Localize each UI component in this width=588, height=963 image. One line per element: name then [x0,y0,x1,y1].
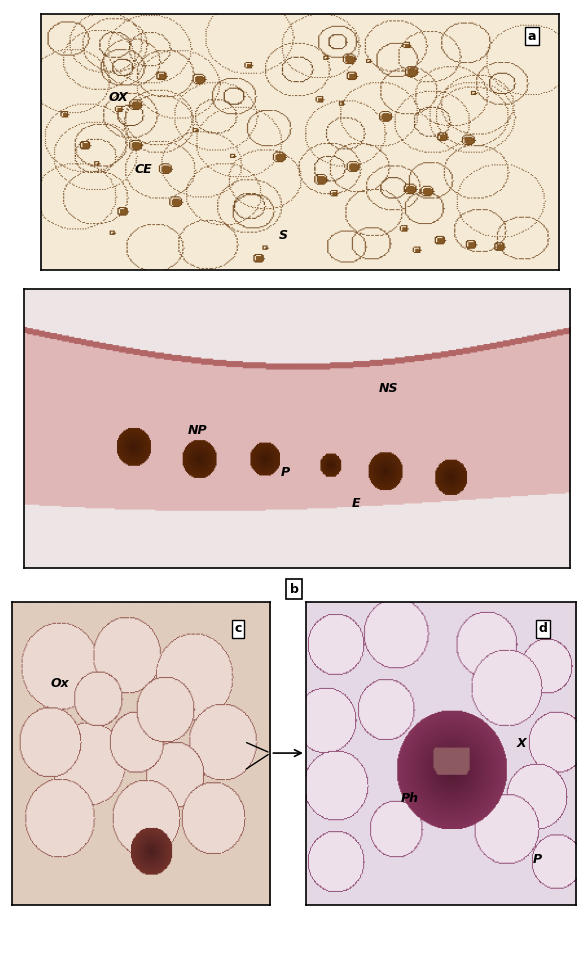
Text: OX: OX [108,91,128,104]
Text: P: P [533,853,542,866]
Text: X: X [517,738,526,750]
Text: a: a [527,30,536,43]
Text: d: d [539,622,547,636]
Text: Ox: Ox [51,677,69,690]
Text: NS: NS [379,382,399,395]
Text: c: c [234,622,242,636]
Text: b: b [289,583,299,595]
Text: P: P [280,466,290,479]
Text: S: S [279,229,288,242]
Text: NP: NP [188,424,207,437]
Text: CE: CE [134,163,152,175]
Text: Ph: Ph [400,793,419,805]
Text: E: E [352,497,360,509]
